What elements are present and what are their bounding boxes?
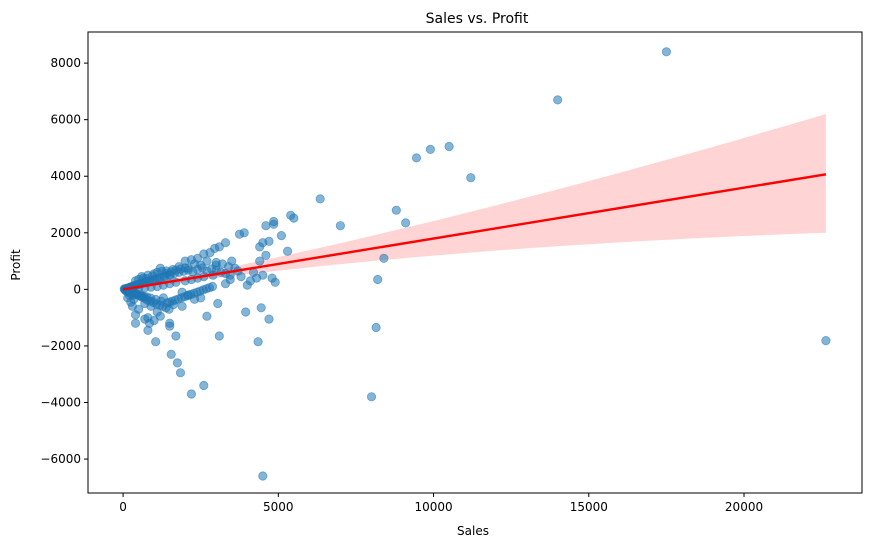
scatter-point bbox=[220, 238, 231, 248]
scatter-point bbox=[553, 95, 563, 105]
scatter-point bbox=[234, 229, 245, 239]
scatter-point bbox=[166, 349, 176, 359]
x-tick-label: 5000 bbox=[263, 500, 294, 514]
scatter-point bbox=[264, 314, 274, 324]
confidence-band bbox=[123, 114, 826, 292]
scatter-point bbox=[202, 311, 212, 321]
x-tick-label: 10000 bbox=[414, 500, 452, 514]
scatter-point bbox=[444, 141, 454, 152]
scatter-point bbox=[245, 276, 255, 286]
scatter-point bbox=[149, 315, 159, 326]
scatter-point bbox=[140, 314, 150, 324]
scatter-point bbox=[130, 318, 141, 328]
scatter-point bbox=[165, 270, 175, 280]
y-tick-label: 8000 bbox=[50, 56, 81, 70]
scatter-point bbox=[207, 281, 218, 292]
scatter-point bbox=[289, 213, 299, 223]
x-tick-label: 20000 bbox=[725, 500, 763, 514]
scatter-point bbox=[261, 250, 271, 260]
scatter-point bbox=[276, 231, 286, 241]
y-axis-label: Profit bbox=[9, 249, 23, 281]
scatter-point bbox=[661, 47, 672, 57]
scatter-point bbox=[256, 303, 266, 313]
scatter-point bbox=[220, 279, 231, 289]
scatter-point bbox=[258, 471, 268, 481]
scatter-point bbox=[236, 271, 246, 282]
scatter-point bbox=[821, 335, 831, 346]
scatter-point bbox=[366, 392, 377, 402]
scatter-point bbox=[282, 246, 293, 256]
scatter-point bbox=[253, 337, 263, 347]
x-axis-label: Sales bbox=[457, 524, 489, 538]
scatter-point bbox=[172, 358, 182, 368]
plot-frame bbox=[87, 31, 863, 494]
x-tick-label: 0 bbox=[119, 500, 127, 514]
scatter-point bbox=[373, 274, 383, 285]
chart-title: Sales vs. Profit bbox=[426, 11, 529, 27]
scatter-point bbox=[425, 144, 435, 154]
scatter-point bbox=[214, 331, 224, 341]
scatter-point bbox=[186, 389, 196, 399]
scatter-point bbox=[261, 221, 271, 231]
scatter-point bbox=[379, 253, 389, 263]
y-tick-label: 6000 bbox=[50, 113, 81, 127]
y-tick-label: 2000 bbox=[50, 226, 81, 240]
y-tick-label: 0 bbox=[73, 282, 81, 296]
scatter-point bbox=[269, 219, 279, 229]
scatter-point bbox=[255, 242, 265, 252]
scatter-point bbox=[315, 194, 325, 204]
scatter-point bbox=[155, 311, 165, 321]
regression-line bbox=[122, 173, 827, 291]
y-tick-label: −2000 bbox=[40, 339, 81, 353]
scatter-point bbox=[202, 256, 212, 266]
scatter-point bbox=[241, 307, 251, 317]
scatter-point bbox=[165, 321, 175, 331]
scatter-point bbox=[143, 325, 153, 335]
scatter-point bbox=[199, 380, 209, 391]
scatter-point bbox=[335, 221, 345, 231]
y-tick-label: 4000 bbox=[50, 169, 81, 183]
x-axis: 0 5000 10000 15000 20000 bbox=[119, 493, 763, 514]
scatter-point bbox=[270, 277, 280, 287]
y-tick-label: −4000 bbox=[40, 395, 81, 409]
scatter-point bbox=[130, 310, 141, 320]
scatter-point bbox=[168, 299, 178, 310]
scatter-point bbox=[213, 298, 223, 309]
scatter-point bbox=[391, 205, 401, 215]
scatter-point bbox=[371, 322, 381, 333]
y-axis: −6000 −4000 −2000 0 2000 4000 6000 8000 bbox=[40, 56, 88, 466]
x-tick-label: 15000 bbox=[570, 500, 608, 514]
scatter-point bbox=[171, 331, 181, 341]
scatter-point bbox=[180, 263, 190, 273]
scatter-point bbox=[175, 368, 186, 378]
plot-area bbox=[119, 47, 831, 481]
y-tick-label: −6000 bbox=[40, 452, 81, 466]
scatter-point bbox=[400, 218, 411, 228]
scatter-point bbox=[466, 173, 476, 183]
scatter-point bbox=[151, 337, 161, 347]
scatter-point bbox=[411, 153, 422, 163]
scatter-point bbox=[255, 256, 265, 266]
